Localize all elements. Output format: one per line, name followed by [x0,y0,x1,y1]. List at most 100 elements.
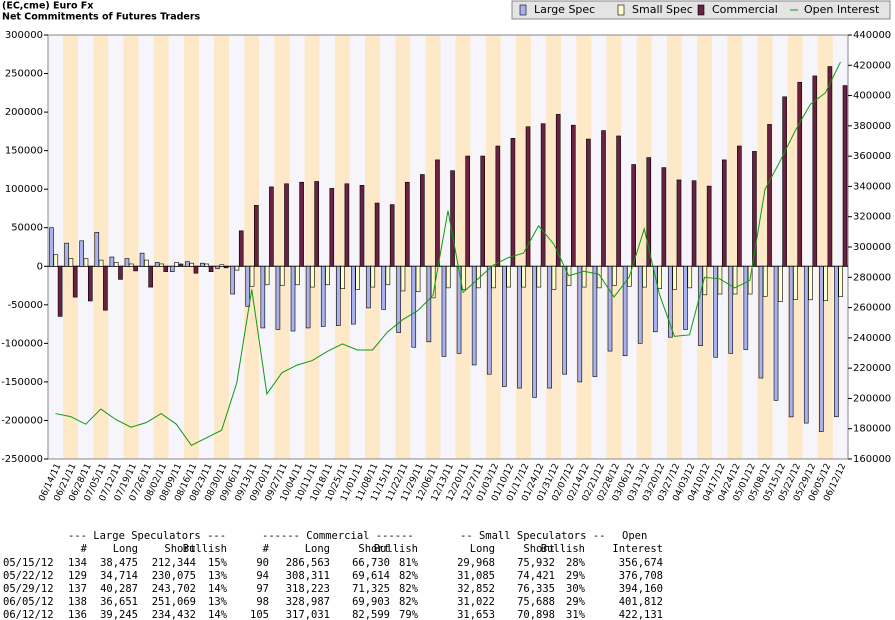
table-cell: 69,903 [352,596,390,608]
legend-swatch [519,4,527,16]
table-cell: 394,160 [619,583,663,595]
table-cell: 251,069 [152,596,196,608]
bar [562,265,568,375]
band [349,35,365,459]
bar [264,265,270,286]
table-cell: 243,702 [152,583,196,595]
table-cell: 134 [68,557,87,569]
band [183,35,199,459]
bar [148,265,153,288]
band [395,35,411,459]
bar [200,262,205,267]
y-tick-label: 100000 [5,184,43,195]
y2-tick-label: 180000 [853,424,891,435]
bar [159,263,164,267]
table-cell: 31,022 [457,596,495,608]
band [259,35,275,459]
bar [49,227,54,267]
bar [762,265,768,297]
bar [773,265,779,401]
bar [555,114,561,267]
bar [208,265,214,272]
table-cell: 05/22/12 [3,570,54,582]
bar [657,265,662,289]
bar [178,263,184,267]
bar [812,75,818,267]
bar [510,138,516,267]
bar [622,265,628,356]
bar [57,265,63,317]
bar [144,259,149,267]
band [198,35,215,459]
bar [83,258,89,267]
bar [536,265,542,288]
bar [366,265,371,309]
table-header: Bullish [374,543,418,555]
table-cell: 234,432 [152,609,196,620]
y2-tick-label: 280000 [853,272,891,283]
table-cell: 376,708 [619,570,663,582]
y-tick-label: -150000 [1,377,43,388]
bar [249,265,255,287]
bar [758,265,764,379]
y2-tick-label: 400000 [853,91,891,102]
band [304,35,320,459]
bar [803,265,809,424]
table-cell: 75,688 [517,596,555,608]
y2-tick-label: 240000 [853,333,891,344]
bar [797,81,803,267]
bar [506,265,511,288]
bar [827,66,833,267]
bar [581,265,587,288]
bar [275,265,281,330]
bar [441,265,447,357]
open-interest-line [55,61,841,447]
band [168,35,184,459]
y-tick-label: 150000 [5,146,43,157]
band [244,35,260,459]
bar [823,265,828,302]
bar [396,265,401,333]
table-cell: 401,812 [619,596,663,608]
y-tick-label: -100000 [1,338,43,349]
table-cell: 29% [566,596,586,608]
bar [683,265,688,330]
band [214,35,230,459]
table-cell: 14% [208,609,228,620]
band [229,35,245,459]
table-cell: 356,674 [619,557,663,569]
y-tick-label: 0 [37,261,43,272]
table-header: # [263,543,270,555]
y2-tick-label: 420000 [853,60,891,71]
bar [124,258,130,267]
legend-label: Small Spec [632,3,693,16]
bar [381,265,386,310]
y2-tick-label: 300000 [853,242,891,253]
y-tick-label: 50000 [11,223,43,234]
bar [103,265,108,311]
bar [788,265,794,418]
bar [706,185,712,267]
y2-tick-label: 220000 [853,363,891,374]
bar [668,265,673,338]
table-cell: 82% [399,570,419,582]
band [63,35,79,459]
bar [521,265,527,288]
bar [79,240,84,267]
bar [842,85,848,267]
band [78,35,94,459]
bar [461,265,466,290]
table-cell: 212,344 [152,557,196,569]
bar [471,265,477,366]
bar [631,164,636,267]
table-header: Bullish [541,543,585,555]
band [364,35,381,459]
bar [404,181,410,267]
bar [808,265,813,301]
bar [525,126,531,267]
y-tick-label: 300000 [5,30,43,41]
bar [691,180,697,267]
band [334,35,350,459]
table-group-header: --- Large Speculators --- [68,530,226,542]
